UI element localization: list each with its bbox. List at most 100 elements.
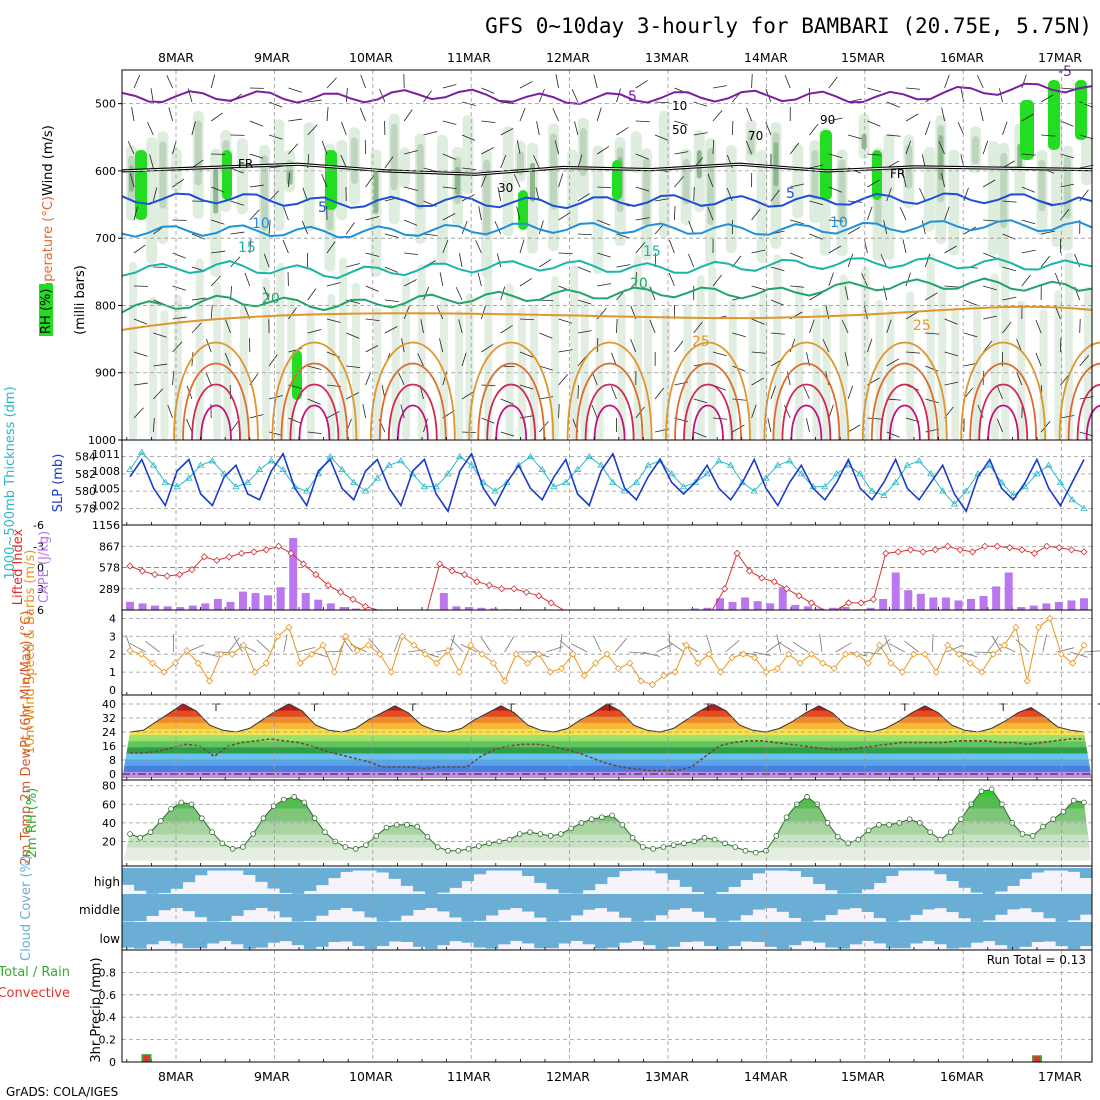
date-label: 12MAR: [546, 50, 590, 65]
wind-barb: [924, 121, 931, 136]
date-label: 16MAR: [940, 1069, 984, 1084]
cloud-cell-low: [413, 922, 426, 947]
wind-speed-point: [637, 677, 645, 685]
cloud-cell-high: [801, 868, 814, 877]
wind-barb: [725, 640, 740, 653]
wind-barb: [1042, 634, 1047, 653]
cloud-cell-middle: [473, 894, 487, 921]
thickness-point: [255, 465, 264, 472]
wind-barb: [987, 637, 999, 653]
rh-point: [804, 794, 810, 800]
cloud-cell-high: [303, 868, 317, 891]
cloud-cell-high: [182, 868, 196, 883]
panel-2m-rh: 20 40 60 80 2m RH (%): [25, 779, 1093, 867]
wind-barb: [654, 134, 669, 141]
panel-background: [122, 440, 1092, 525]
wind-barb: [1079, 355, 1090, 367]
cloud-cell-middle: [122, 894, 135, 922]
lifted-index-point: [968, 548, 977, 556]
wind-barb: [442, 120, 457, 125]
cape-bar: [226, 601, 235, 610]
rh-point: [393, 821, 400, 828]
rh-patch: [1054, 290, 1063, 440]
cloud-cell-low: [1055, 922, 1069, 947]
cape-bar: [464, 607, 473, 610]
dewpoint-series: [122, 738, 1092, 775]
rh-patch: [838, 159, 846, 224]
contour-label: 70: [748, 129, 763, 143]
rh-patch: [1051, 117, 1063, 248]
cloud-cell-low: [582, 922, 596, 945]
date-label: 13MAR: [645, 1069, 689, 1084]
wind-barb: [867, 87, 881, 93]
cloud-cell-high: [740, 868, 753, 881]
wind-speed-point: [285, 623, 293, 631]
thickness-point: [891, 478, 900, 485]
wind-barb: [635, 153, 649, 160]
warm-contour: [477, 362, 546, 441]
wind-barb: [346, 263, 360, 268]
tick-label: 0.4: [99, 1011, 117, 1024]
rh-patch: [213, 168, 219, 214]
cloud-cell-middle: [291, 894, 305, 922]
wind-barb: [674, 340, 684, 353]
thickness-point: [1068, 495, 1076, 503]
cloud-cell-low: [679, 922, 693, 943]
wind-speed-point: [660, 672, 668, 680]
thickness-point: [138, 448, 146, 455]
cloud-cell-middle: [194, 894, 208, 918]
thickness-point: [361, 487, 370, 494]
isotherm-line: [121, 256, 1093, 280]
tick-label: 1008: [92, 465, 120, 478]
rh-patch: [682, 158, 690, 205]
rh-moist-patch: [1020, 100, 1034, 160]
contour-label: 25: [692, 334, 710, 350]
contour-label: 50: [672, 123, 687, 137]
legend-rh-swatch: [39, 284, 53, 336]
rh-patch: [402, 276, 411, 440]
wind-barb: [941, 173, 945, 188]
rh-point: [599, 814, 605, 821]
wind-barb: [133, 407, 144, 419]
wind-barb: [326, 241, 336, 254]
wind-barb: [268, 190, 279, 202]
date-label: 12MAR: [546, 1069, 590, 1084]
wind-barb: [1021, 249, 1036, 254]
wind-speed-point: [171, 659, 179, 667]
cloud-cell-middle: [995, 894, 1008, 915]
cloud-cell-middle: [425, 894, 438, 909]
tick-label: 0: [109, 684, 116, 697]
wind-barb: [263, 253, 270, 268]
cape-bar: [264, 595, 273, 610]
wind-barb: [1084, 650, 1100, 653]
wind-barb: [346, 332, 360, 339]
lifted-index-point: [857, 599, 865, 607]
lifted-index-point: [522, 588, 531, 596]
thickness-point: [279, 465, 287, 472]
cloud-cell-low: [1019, 922, 1032, 947]
warm-contour: [692, 404, 724, 441]
wind-barb: [688, 220, 695, 235]
wind-barb: [439, 272, 444, 287]
rh-patch: [1063, 155, 1071, 219]
wind-barb: [792, 641, 809, 653]
wind-barb: [263, 286, 270, 301]
rh-patch: [530, 162, 536, 202]
warm-contour: [378, 362, 447, 441]
wind-speed-point: [489, 659, 497, 667]
rh-patch: [567, 149, 579, 228]
cloud-cell-low: [691, 922, 705, 942]
wind-barb: [461, 134, 476, 141]
rh-patch: [373, 169, 379, 214]
wind-barb: [249, 184, 264, 188]
wind-barb: [558, 252, 573, 255]
wind-barb: [477, 272, 482, 287]
rh-patch: [550, 133, 558, 210]
warm-contour: [593, 404, 626, 441]
wind-barb: [847, 134, 862, 140]
run-total-annotation: Run Total = 0.13: [987, 953, 1086, 967]
tick-label: 3: [109, 630, 116, 643]
thickness-point: [726, 461, 735, 468]
lifted-index-point: [151, 571, 159, 579]
wind-barb: [461, 220, 468, 235]
